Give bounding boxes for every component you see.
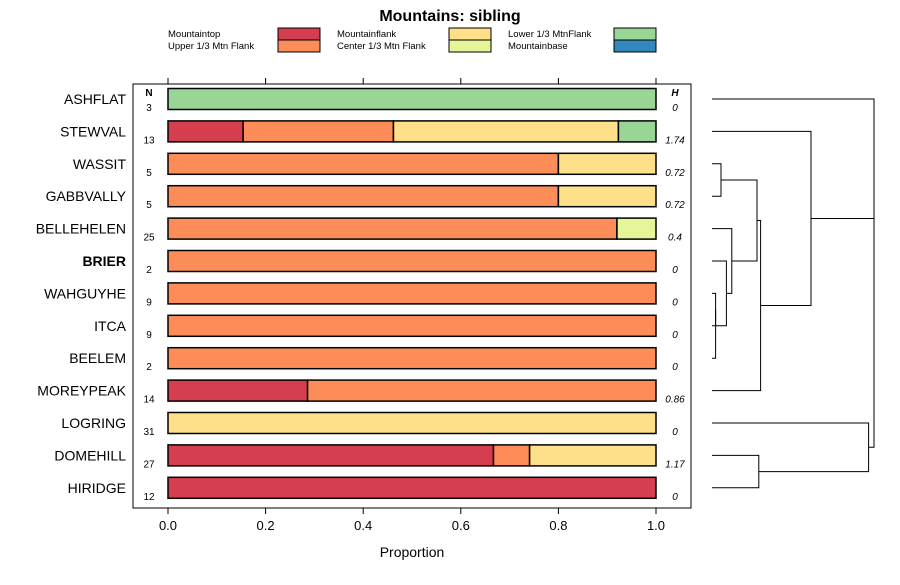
chart-title: Mountains: sibling [379,8,520,25]
x-tick-label: 0.6 [452,518,470,533]
x-tick-label: 0.0 [159,518,177,533]
legend-swatch [277,39,321,53]
legend-label: Mountainbase [508,41,568,52]
x-axis: 0.0 0.2 0.4 0.6 0.8 1.0 [159,78,665,533]
n-value: 5 [146,200,152,211]
dendrogram [712,98,875,489]
h-value: 0.4 [668,233,682,244]
dendrogram-link [721,179,758,262]
n-value: 27 [143,459,155,470]
h-value: 1.74 [665,135,685,146]
dendrogram-link [712,292,717,327]
n-value: 9 [146,330,152,341]
h-value: 0 [672,492,678,503]
row-label: STEWVAL [60,123,126,139]
dendrogram-link [712,309,717,359]
dendrogram-link [712,220,762,392]
row-label: ITCA [94,318,127,334]
row-label: MOREYPEAK [37,383,126,399]
bar-segment [167,217,618,240]
h-value: 0 [672,362,678,373]
n-value: 31 [143,427,155,438]
bar-segment [557,184,657,208]
bar-segment [167,249,657,273]
bar-segment [167,314,657,338]
h-value: 0.86 [665,395,685,406]
bar-segment [616,217,657,240]
h-value: 0.72 [665,200,685,211]
bar-segment [167,476,657,500]
x-tick-label: 0.4 [354,518,372,533]
bar-segment [167,411,657,435]
x-axis-label: Proportion [380,544,445,560]
x-tick-label: 1.0 [647,518,665,533]
dendrogram-link [712,454,760,489]
row-label: LOGRING [61,415,126,431]
h-value: 0 [672,265,678,276]
h-value: 1.17 [665,459,685,470]
legend-swatch [613,27,657,41]
n-column-header: N [145,88,152,99]
plot-frame [132,83,692,509]
bar-segment [528,444,657,467]
n-value: 9 [146,297,152,308]
legend-label: Mountainflank [337,29,396,40]
h-value: 0.72 [665,168,685,179]
n-value: 5 [146,168,152,179]
row-label: WASSIT [73,156,127,172]
h-value: 0 [672,103,678,114]
row-label: DOMEHILL [54,447,126,463]
legend-swatch [613,39,657,53]
h-column-header: H [671,88,679,99]
bar-segment [392,120,620,143]
row-label: BEELEM [69,350,126,366]
h-value: 0 [672,330,678,341]
row-label: BRIER [82,253,126,269]
row-label: ASHFLAT [64,91,126,107]
bar-segment [306,379,657,402]
n-value: 3 [146,103,152,114]
legend-swatch [448,39,492,53]
bar-segment [492,444,531,467]
bar-segment [557,152,657,176]
dendrogram-link [712,163,722,197]
bar-segment [167,152,560,176]
row-label: WAHGUYHE [44,285,126,301]
bar-segment [167,87,657,111]
legend-label: Mountaintop [168,29,220,40]
n-value: 2 [146,362,152,373]
bar-segment [167,346,657,370]
n-value: 25 [143,233,155,244]
bar-segment [167,379,309,402]
legend-label: Upper 1/3 Mtn Flank [168,41,254,52]
bar-segment [167,282,657,305]
row-label: GABBVALLY [46,188,127,204]
legend-label: Center 1/3 Mtn Flank [337,41,426,52]
x-tick-label: 0.8 [549,518,567,533]
bar-segment [167,120,244,143]
row-label: HIRIDGE [68,480,126,496]
x-tick-label: 0.2 [257,518,275,533]
h-value: 0 [672,297,678,308]
bar-rows: ASHFLAT 3 0 STEWVAL 13 1.74 WASSIT 5 0.72 GABBVAL… [36,87,685,503]
bar-segment [617,120,657,143]
legend-swatch [277,27,321,41]
dendrogram-link [712,98,875,448]
bar-segment [167,184,560,208]
bar-segment [242,120,395,143]
n-value: 2 [146,265,152,276]
legend-swatch [448,27,492,41]
n-value: 13 [143,135,155,146]
n-value: 14 [143,395,155,406]
dendrogram-link [712,422,870,473]
row-label: BELLEHELEN [36,221,126,237]
bar-segment [167,444,495,467]
h-value: 0 [672,427,678,438]
legend-label: Lower 1/3 MtnFlank [508,29,592,40]
n-value: 12 [143,492,155,503]
